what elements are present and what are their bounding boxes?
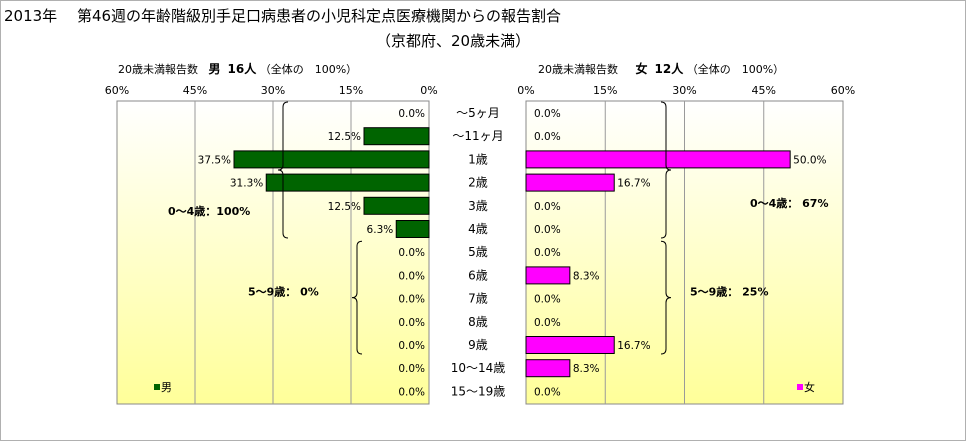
right-header-sex: 女 [635, 62, 648, 76]
female-data-label: 0.0% [534, 317, 561, 329]
male-bar [395, 220, 430, 238]
left-brace-5-9 [351, 240, 363, 355]
category-label: 2歳 [468, 176, 488, 190]
category-label: 10～14歳 [451, 361, 506, 375]
female-data-label: 8.3% [573, 363, 600, 375]
male-bar [233, 150, 430, 169]
male-data-label: 0.0% [398, 270, 425, 282]
female-data-label: 0.0% [534, 247, 561, 259]
left-bracket-label-0-4: 0～4歳：100% [168, 204, 250, 218]
female-data-label: 0.0% [534, 294, 561, 306]
male-data-label: 0.0% [398, 294, 425, 306]
male-data-label: 37.5% [198, 154, 231, 166]
left-header-count: 16人 [227, 62, 257, 76]
female-data-label: 16.7% [617, 340, 650, 352]
category-label: 7歳 [468, 292, 488, 306]
right-header-label: 20歳未満報告数 [538, 63, 618, 76]
male-data-label: 6.3% [367, 224, 394, 236]
right-header-total: （全体の 100%） [686, 63, 785, 76]
left-header-sex: 男 [208, 62, 221, 76]
left-header: 20歳未満報告数 男 16人 （全体の 100%） [118, 60, 357, 77]
left-x-tick-label: 15% [339, 84, 363, 97]
male-data-label: 0.0% [398, 386, 425, 398]
category-label: 4歳 [468, 222, 488, 236]
left-x-tick-label: 60% [105, 84, 129, 97]
female-data-label: 0.0% [534, 131, 561, 143]
right-header-count: 12人 [654, 62, 684, 76]
chart-subtitle: （京都府、20歳未満） [376, 32, 531, 50]
female-data-label: 16.7% [617, 178, 650, 190]
right-brace-5-9 [660, 240, 672, 355]
right-header: 20歳未満報告数 女 12人 （全体の 100%） [538, 60, 784, 77]
category-label: 1歳 [468, 152, 488, 166]
right-x-tick-label: 0% [517, 84, 534, 97]
right-x-tick-label: 45% [752, 84, 776, 97]
category-label: 5歳 [468, 245, 488, 259]
male-bar [363, 196, 430, 215]
male-data-label: 0.0% [398, 340, 425, 352]
female-bar [525, 266, 571, 285]
right-x-tick-label: 15% [593, 84, 617, 97]
category-label: 15～19歳 [451, 384, 506, 398]
chart-title: 2013年 第46週の年齢階級別手足口病患者の小児科定点医療機関からの報告割合 [4, 7, 562, 25]
male-data-label: 0.0% [398, 317, 425, 329]
male-legend-label: 男 [161, 381, 172, 394]
female-data-label: 8.3% [573, 270, 600, 282]
left-x-tick-label: 45% [183, 84, 207, 97]
female-bar [525, 336, 615, 354]
category-label: 9歳 [468, 338, 488, 352]
female-data-label: 0.0% [534, 224, 561, 236]
right-bracket-label-0-4: 0～4歳： 67% [750, 196, 828, 210]
category-label: 3歳 [468, 199, 488, 213]
female-data-label: 0.0% [534, 108, 561, 120]
right-x-tick-label: 30% [672, 84, 696, 97]
left-bracket-label-5-9: 5～9歳： 0% [248, 285, 319, 299]
male-bar [265, 173, 430, 192]
right-bracket-label-5-9: 5～9歳： 25% [690, 285, 768, 299]
left-x-tick-label: 0% [420, 84, 437, 97]
male-data-label: 0.0% [398, 108, 425, 120]
right-brace-0-4 [660, 101, 672, 239]
female-bar [525, 173, 615, 192]
category-label: ～5ヶ月 [456, 106, 500, 120]
category-label: 8歳 [468, 315, 488, 329]
male-data-label: 0.0% [398, 363, 425, 375]
male-data-label: 12.5% [328, 131, 361, 143]
female-data-label: 0.0% [534, 386, 561, 398]
left-header-total: （全体の 100%） [259, 63, 358, 76]
right-x-tick-label: 60% [831, 84, 855, 97]
male-data-label: 31.3% [230, 178, 263, 190]
male-legend-swatch [154, 384, 160, 390]
left-x-tick-label: 30% [261, 84, 285, 97]
male-data-label: 0.0% [398, 247, 425, 259]
female-bar [525, 359, 571, 378]
left-header-label: 20歳未満報告数 [118, 63, 198, 76]
female-data-label: 0.0% [534, 201, 561, 213]
category-label: ～11ヶ月 [452, 129, 503, 143]
male-data-label: 12.5% [328, 201, 361, 213]
female-legend-label: 女 [804, 380, 815, 394]
left-brace-0-4 [277, 101, 289, 239]
category-label: 6歳 [468, 268, 488, 282]
female-bar [525, 150, 791, 169]
female-legend-swatch [797, 384, 803, 390]
female-data-label: 50.0% [793, 154, 826, 166]
male-bar [363, 127, 430, 146]
